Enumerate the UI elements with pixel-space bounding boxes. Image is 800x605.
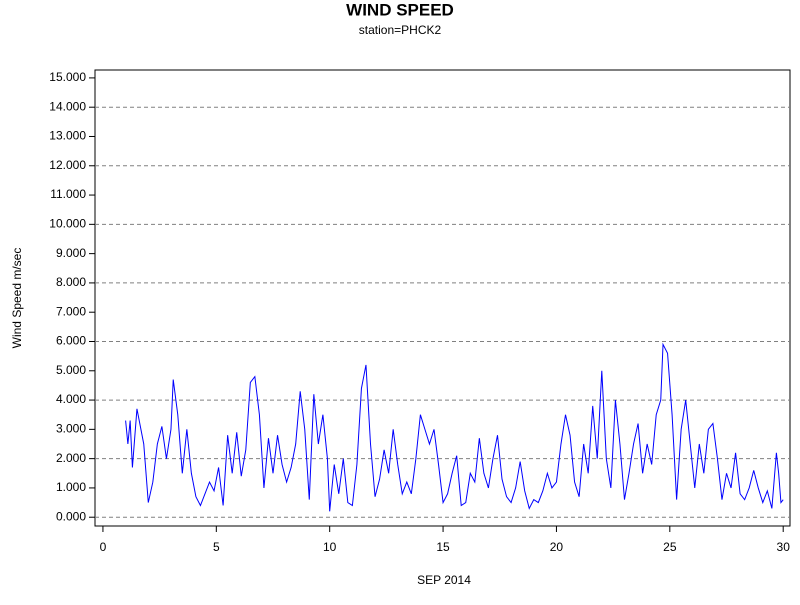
x-tick-label: 15 (436, 540, 450, 554)
y-tick-label: 11.000 (50, 187, 86, 201)
y-tick-label: 6.000 (56, 334, 86, 348)
x-tick-label: 25 (663, 540, 677, 554)
chart-title: WIND SPEED (346, 0, 454, 19)
y-tick-label: 15.000 (49, 70, 86, 84)
y-tick-label: 14.000 (49, 99, 86, 113)
x-tick-label: 10 (323, 540, 337, 554)
x-tick-label: 20 (550, 540, 564, 554)
y-tick-label: 1.000 (56, 480, 86, 494)
y-tick-label: 13.000 (49, 129, 86, 143)
x-tick-label: 30 (777, 540, 791, 554)
y-tick-label: 0.000 (56, 509, 86, 523)
x-axis-label: SEP 2014 (417, 573, 471, 587)
x-tick-label: 5 (213, 540, 220, 554)
y-tick-label: 3.000 (56, 422, 86, 436)
y-tick-label: 7.000 (56, 304, 86, 318)
data-line (125, 342, 784, 512)
y-tick-label: 2.000 (56, 451, 86, 465)
chart-subtitle: station=PHCK2 (359, 23, 442, 37)
y-tick-label: 10.000 (49, 217, 86, 231)
y-tick-label: 5.000 (56, 363, 86, 377)
y-tick-label: 9.000 (56, 246, 86, 260)
y-tick-label: 4.000 (56, 392, 86, 406)
plot-frame (94, 69, 791, 527)
x-tick-label: 0 (100, 540, 107, 554)
y-tick-label: 12.000 (49, 158, 86, 172)
y-axis-label: Wind Speed m/sec (10, 248, 24, 349)
y-tick-label: 8.000 (56, 275, 86, 289)
